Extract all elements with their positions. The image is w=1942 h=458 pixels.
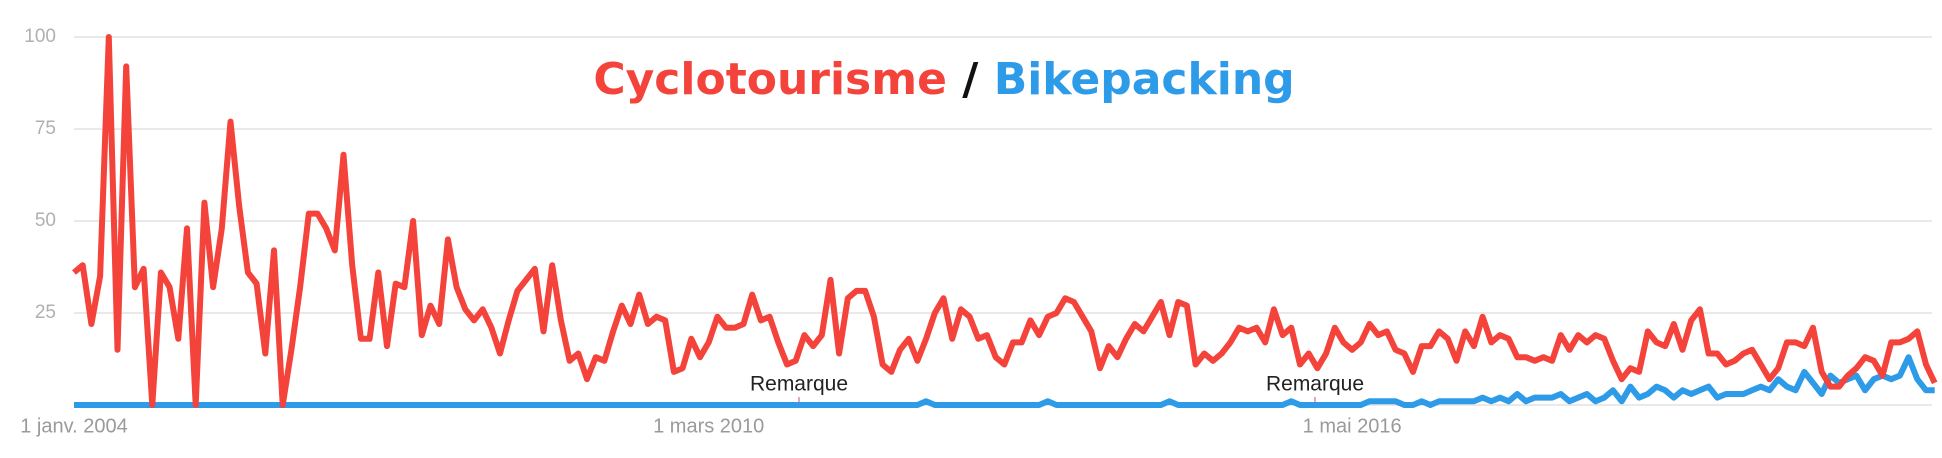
x-tick-label: 1 janv. 2004 — [20, 415, 128, 437]
y-tick-label: 25 — [35, 302, 56, 323]
title-separator: / — [962, 54, 979, 105]
title-series-b: Bikepacking — [994, 54, 1295, 105]
title-series-a: Cyclotourisme — [593, 54, 947, 105]
annotation: Remarque — [1266, 373, 1364, 396]
y-tick-label: 100 — [24, 26, 56, 47]
y-tick-label: 75 — [35, 118, 56, 139]
series-line — [74, 354, 1935, 408]
annotation: Remarque — [750, 373, 848, 396]
x-tick-label: 1 mai 2016 — [1303, 415, 1402, 437]
series-line — [72, 34, 1938, 408]
chart-title: Cyclotourisme / Bikepacking — [593, 54, 1294, 105]
x-tick-label: 1 mars 2010 — [653, 415, 764, 437]
y-tick-label: 50 — [35, 210, 56, 231]
